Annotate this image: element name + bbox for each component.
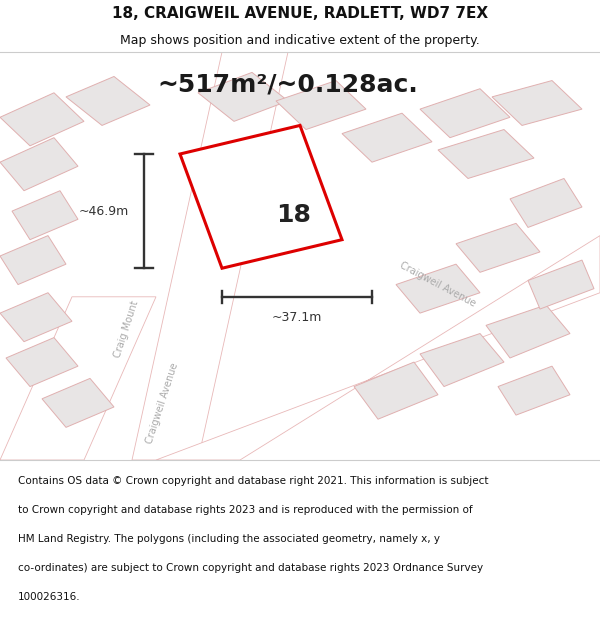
Polygon shape xyxy=(6,338,78,386)
Polygon shape xyxy=(180,126,342,268)
Text: 18: 18 xyxy=(277,203,311,228)
Text: Map shows position and indicative extent of the property.: Map shows position and indicative extent… xyxy=(120,34,480,47)
Text: Craig Mount: Craig Mount xyxy=(112,299,140,359)
Polygon shape xyxy=(528,260,594,309)
Polygon shape xyxy=(492,81,582,126)
Polygon shape xyxy=(498,366,570,415)
Text: HM Land Registry. The polygons (including the associated geometry, namely x, y: HM Land Registry. The polygons (includin… xyxy=(18,534,440,544)
Polygon shape xyxy=(0,236,66,284)
Polygon shape xyxy=(396,264,480,313)
Polygon shape xyxy=(420,334,504,386)
Polygon shape xyxy=(456,223,540,272)
Polygon shape xyxy=(0,292,72,342)
Polygon shape xyxy=(198,72,288,121)
Polygon shape xyxy=(486,305,570,358)
Polygon shape xyxy=(0,92,84,146)
Polygon shape xyxy=(156,236,600,460)
Polygon shape xyxy=(342,113,432,162)
Polygon shape xyxy=(354,362,438,419)
Polygon shape xyxy=(438,129,534,179)
Text: Craigweil Avenue: Craigweil Avenue xyxy=(398,260,478,309)
Text: Contains OS data © Crown copyright and database right 2021. This information is : Contains OS data © Crown copyright and d… xyxy=(18,476,488,486)
Text: to Crown copyright and database rights 2023 and is reproduced with the permissio: to Crown copyright and database rights 2… xyxy=(18,506,473,516)
Polygon shape xyxy=(0,297,156,460)
Polygon shape xyxy=(42,378,114,428)
Text: 18, CRAIGWEIL AVENUE, RADLETT, WD7 7EX: 18, CRAIGWEIL AVENUE, RADLETT, WD7 7EX xyxy=(112,6,488,21)
Polygon shape xyxy=(510,179,582,227)
Text: Craigweil Avenue: Craigweil Avenue xyxy=(144,361,180,444)
Polygon shape xyxy=(12,191,78,239)
Text: ~37.1m: ~37.1m xyxy=(272,311,322,324)
Text: ~46.9m: ~46.9m xyxy=(79,204,129,217)
Polygon shape xyxy=(66,76,150,126)
Text: ~517m²/~0.128ac.: ~517m²/~0.128ac. xyxy=(158,72,418,97)
Polygon shape xyxy=(132,52,288,460)
Text: co-ordinates) are subject to Crown copyright and database rights 2023 Ordnance S: co-ordinates) are subject to Crown copyr… xyxy=(18,563,483,573)
Polygon shape xyxy=(420,89,510,138)
Polygon shape xyxy=(0,138,78,191)
Polygon shape xyxy=(276,81,366,129)
Text: 100026316.: 100026316. xyxy=(18,592,80,602)
